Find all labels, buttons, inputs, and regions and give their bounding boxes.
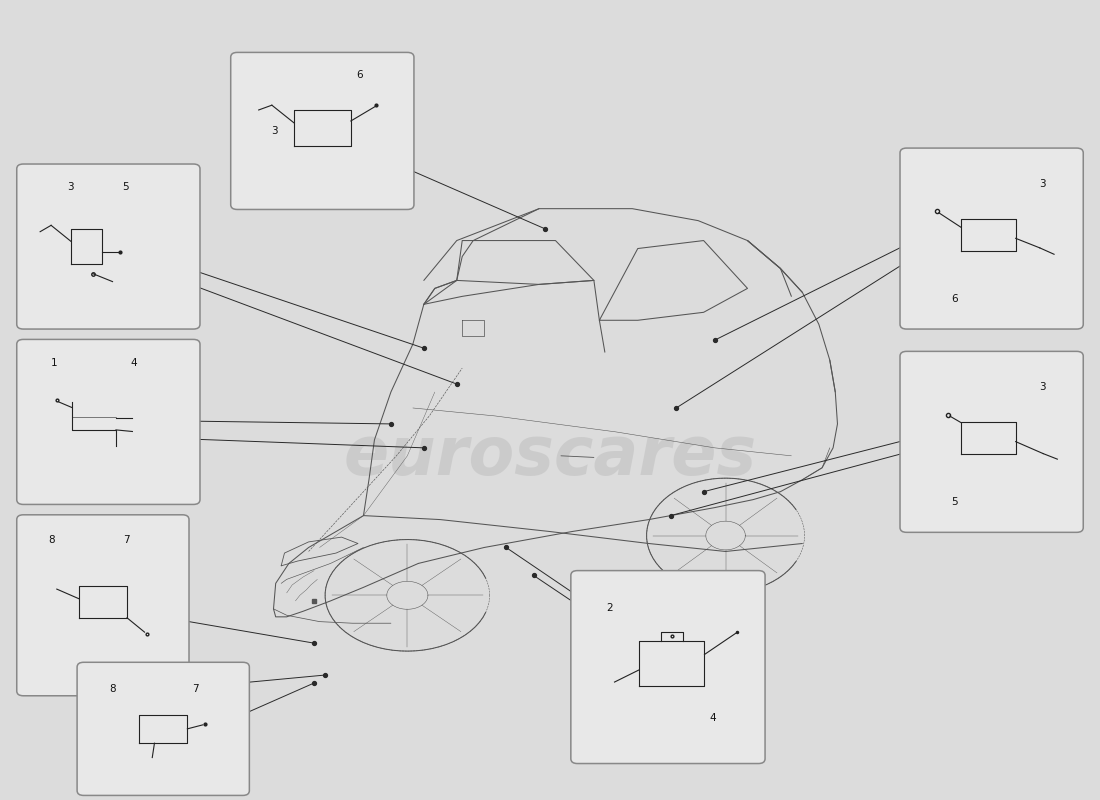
Text: 6: 6 [356,70,363,80]
FancyBboxPatch shape [16,164,200,329]
FancyBboxPatch shape [231,53,414,210]
Text: 8: 8 [109,684,116,694]
FancyBboxPatch shape [77,662,250,795]
Text: 3: 3 [272,126,278,136]
Text: euroscares: euroscares [343,423,757,489]
Text: 2: 2 [607,603,614,614]
FancyBboxPatch shape [16,339,200,505]
FancyBboxPatch shape [16,515,189,696]
Text: 7: 7 [191,684,198,694]
Text: 5: 5 [950,497,957,507]
Text: 4: 4 [710,714,716,723]
Text: 4: 4 [131,358,138,368]
Text: 5: 5 [122,182,129,193]
FancyBboxPatch shape [571,570,766,763]
Text: 7: 7 [123,535,130,545]
Text: 3: 3 [1040,382,1046,392]
Text: 3: 3 [67,182,75,193]
Text: 1: 1 [51,358,57,368]
Text: 6: 6 [950,294,957,303]
Text: 3: 3 [1040,178,1046,189]
FancyBboxPatch shape [900,351,1084,532]
Text: 8: 8 [48,535,55,545]
FancyBboxPatch shape [900,148,1084,329]
